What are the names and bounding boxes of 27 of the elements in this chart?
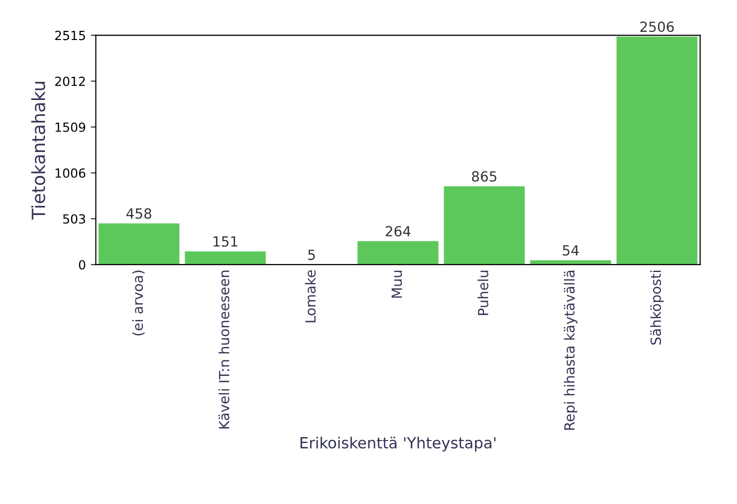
y-tick-label: 503 xyxy=(63,214,86,224)
x-tick-label: Sähköposti xyxy=(650,270,664,345)
bar xyxy=(356,240,440,265)
bar xyxy=(529,259,612,265)
x-tick-label: Lomake xyxy=(304,270,316,322)
data-label: 2506 xyxy=(640,22,674,32)
y-axis-title: Tietokantahaku xyxy=(31,82,46,220)
x-tick-label: Puhelu xyxy=(478,270,488,316)
x-tick-label: Muu xyxy=(392,270,402,298)
y-tick-label: 1509 xyxy=(56,122,86,132)
y-tick-label: 2515 xyxy=(55,30,85,40)
bar xyxy=(184,250,267,265)
y-tick-label: 0 xyxy=(78,260,86,270)
data-label: 54 xyxy=(562,245,579,256)
data-label: 5 xyxy=(308,250,315,260)
y-tick-label: 1006 xyxy=(56,168,86,178)
bar xyxy=(97,222,181,265)
data-label: 865 xyxy=(472,171,496,182)
y-tick-label: 2012 xyxy=(55,76,85,86)
x-tick-label: Repi hihasta käytävällä xyxy=(564,270,578,430)
bar xyxy=(442,185,526,265)
data-label: 264 xyxy=(386,226,410,236)
data-label: 151 xyxy=(214,236,238,247)
data-label: 458 xyxy=(126,208,152,219)
x-tick-label: (ei arvoa) xyxy=(132,270,145,336)
x-axis-title: Erikoiskenttä 'Yhteystapa' xyxy=(300,436,496,452)
x-tick-label: Käveli IT:n huoneeseen xyxy=(218,270,230,428)
